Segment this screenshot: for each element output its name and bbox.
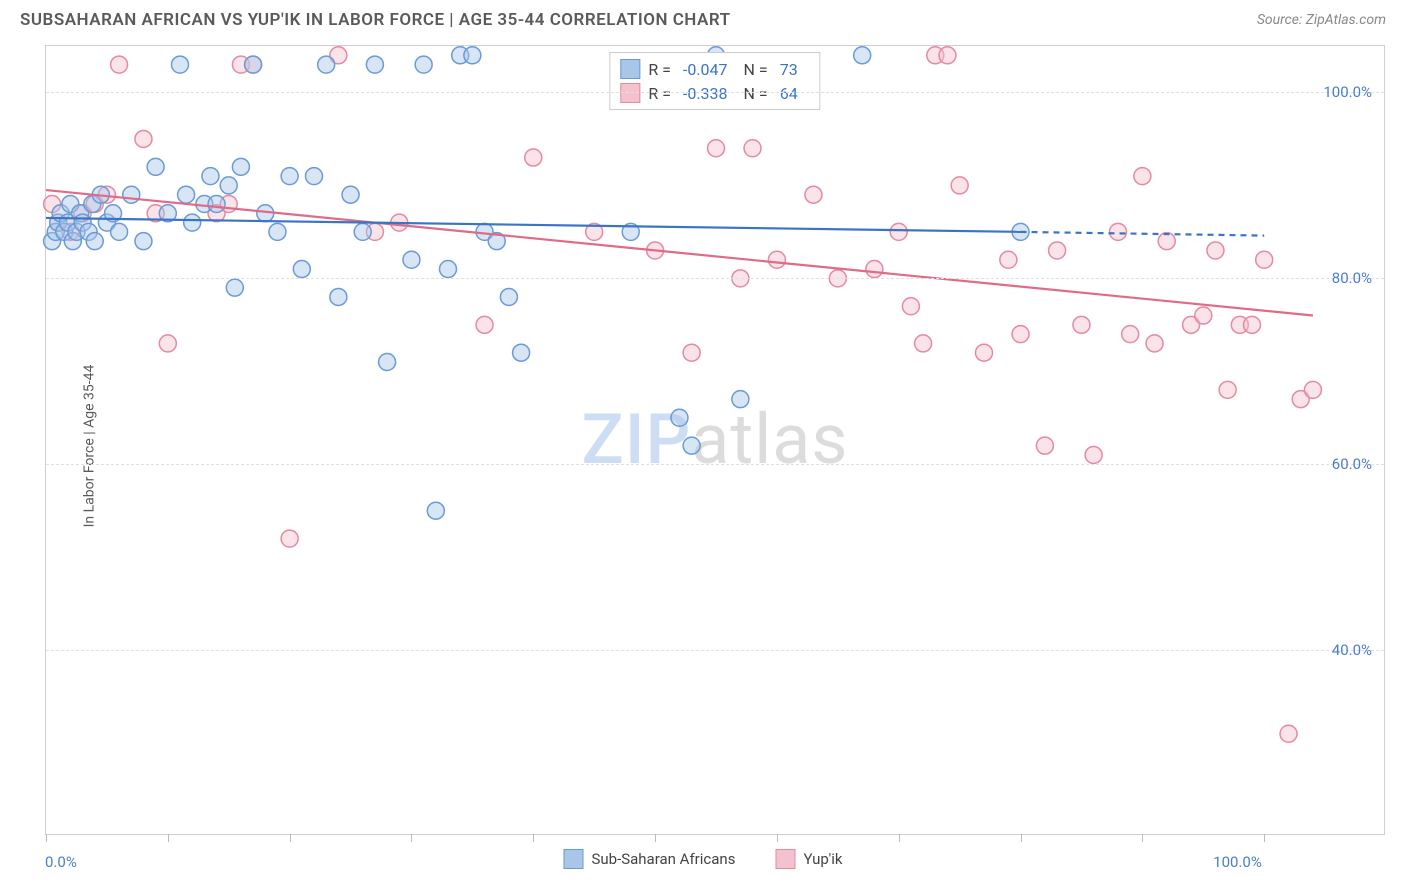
swatch-series-a-icon bbox=[563, 849, 583, 869]
x-tick-label: 0.0% bbox=[45, 853, 77, 871]
swatch-series-b-icon bbox=[775, 849, 795, 869]
x-tick bbox=[1142, 834, 1143, 842]
stats-legend-box: R = -0.047 N = 73 R = -0.338 N = 64 bbox=[609, 52, 820, 110]
gridline-h bbox=[46, 92, 1384, 93]
y-tick-label: 100.0% bbox=[1323, 83, 1372, 101]
series-legend: Sub-Saharan Africans Yup'ik bbox=[563, 849, 842, 869]
stats-row-a: R = -0.047 N = 73 bbox=[620, 57, 805, 81]
legend-item-a: Sub-Saharan Africans bbox=[563, 849, 735, 869]
gridline-h bbox=[46, 650, 1384, 651]
chart-title: SUBSAHARAN AFRICAN VS YUP'IK IN LABOR FO… bbox=[20, 10, 731, 30]
gridline-h bbox=[46, 464, 1384, 465]
y-tick-label: 40.0% bbox=[1332, 641, 1372, 659]
swatch-series-a bbox=[620, 59, 640, 79]
gridline-h bbox=[46, 278, 1384, 279]
legend-label-b: Yup'ik bbox=[803, 850, 842, 868]
x-tick bbox=[290, 834, 291, 842]
plot-svg bbox=[46, 46, 1384, 834]
x-tick-label: 100.0% bbox=[1213, 853, 1262, 871]
source-label: Source: ZipAtlas.com bbox=[1257, 12, 1386, 28]
x-tick bbox=[899, 834, 900, 842]
y-tick-label: 60.0% bbox=[1332, 455, 1372, 473]
x-tick bbox=[1264, 834, 1265, 842]
chart-area: ZIPatlas R = -0.047 N = 73 R = -0.338 N … bbox=[45, 45, 1385, 835]
x-tick bbox=[1021, 834, 1022, 842]
x-tick bbox=[655, 834, 656, 842]
x-tick bbox=[411, 834, 412, 842]
x-tick bbox=[533, 834, 534, 842]
header-bar: SUBSAHARAN AFRICAN VS YUP'IK IN LABOR FO… bbox=[0, 0, 1406, 38]
y-tick-label: 80.0% bbox=[1332, 269, 1372, 287]
x-tick bbox=[168, 834, 169, 842]
legend-label-a: Sub-Saharan Africans bbox=[591, 850, 735, 868]
legend-item-b: Yup'ik bbox=[775, 849, 842, 869]
x-tick bbox=[777, 834, 778, 842]
x-tick bbox=[46, 834, 47, 842]
